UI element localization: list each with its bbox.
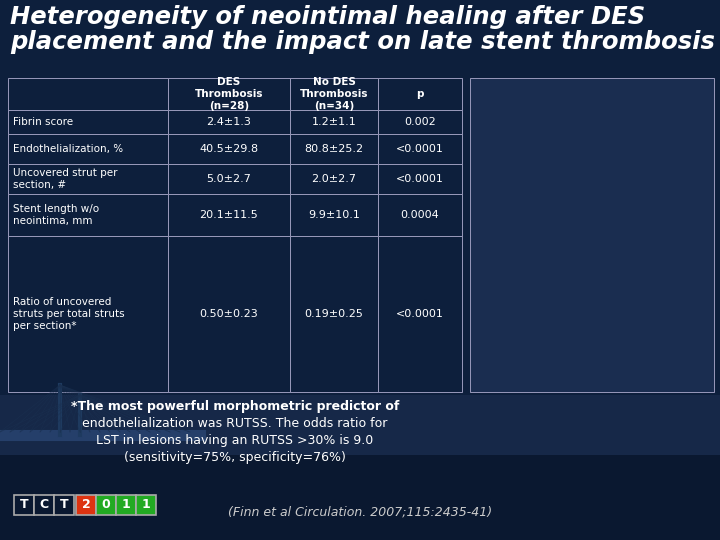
Text: 1: 1	[142, 498, 150, 511]
Bar	[8, 236, 168, 392]
Bar	[8, 110, 168, 134]
Bar	[0, 395, 720, 455]
Bar	[290, 164, 378, 194]
Bar	[290, 134, 378, 164]
Bar	[168, 194, 290, 236]
FancyBboxPatch shape	[96, 495, 116, 515]
Bar	[378, 110, 462, 134]
Text: 20.1±11.5: 20.1±11.5	[199, 210, 258, 220]
Text: 0.0004: 0.0004	[400, 210, 439, 220]
Text: 1: 1	[122, 498, 130, 511]
FancyBboxPatch shape	[54, 495, 74, 515]
Bar	[378, 78, 462, 110]
Text: 40.5±29.8: 40.5±29.8	[199, 144, 258, 154]
Text: Ratio of uncovered
struts per total struts
per section*: Ratio of uncovered struts per total stru…	[13, 298, 125, 330]
Text: (sensitivity=75%, specificity=76%): (sensitivity=75%, specificity=76%)	[124, 451, 346, 464]
FancyBboxPatch shape	[76, 495, 96, 515]
Text: Endothelialization, %: Endothelialization, %	[13, 144, 123, 154]
Text: No DES
Thrombosis
(n=34): No DES Thrombosis (n=34)	[300, 77, 368, 111]
Text: <0.0001: <0.0001	[396, 309, 444, 319]
Bar	[8, 78, 168, 110]
Text: 0.002: 0.002	[404, 117, 436, 127]
Text: Heterogeneity of neointimal healing after DES: Heterogeneity of neointimal healing afte…	[10, 5, 645, 29]
Text: C: C	[40, 498, 48, 511]
Text: *The most powerful morphometric predictor of: *The most powerful morphometric predicto…	[71, 400, 399, 413]
Bar	[0, 455, 720, 540]
Text: p: p	[416, 89, 424, 99]
Text: 5.0±2.7: 5.0±2.7	[207, 174, 251, 184]
Text: 9.9±10.1: 9.9±10.1	[308, 210, 360, 220]
Bar	[168, 164, 290, 194]
Bar	[378, 236, 462, 392]
FancyBboxPatch shape	[14, 495, 34, 515]
Text: 2.4±1.3: 2.4±1.3	[207, 117, 251, 127]
Text: (Finn et al Circulation. 2007;115:2435-41): (Finn et al Circulation. 2007;115:2435-4…	[228, 505, 492, 518]
Bar	[8, 164, 168, 194]
Text: endothelialization was RUTSS. The odds ratio for: endothelialization was RUTSS. The odds r…	[82, 417, 387, 430]
Bar	[8, 194, 168, 236]
Text: 1.2±1.1: 1.2±1.1	[312, 117, 356, 127]
Text: 2: 2	[81, 498, 91, 511]
Bar	[378, 194, 462, 236]
Bar	[290, 78, 378, 110]
FancyBboxPatch shape	[136, 495, 156, 515]
Text: <0.0001: <0.0001	[396, 174, 444, 184]
Bar	[168, 134, 290, 164]
Bar	[168, 78, 290, 110]
Bar	[290, 110, 378, 134]
Text: 0.50±0.23: 0.50±0.23	[199, 309, 258, 319]
Text: Stent length w/o
neointima, mm: Stent length w/o neointima, mm	[13, 204, 99, 226]
Text: DES
Thrombosis
(n=28): DES Thrombosis (n=28)	[194, 77, 264, 111]
Bar	[168, 110, 290, 134]
Bar	[290, 194, 378, 236]
Bar	[8, 134, 168, 164]
Bar	[168, 236, 290, 392]
Bar	[378, 134, 462, 164]
Text: 0.19±0.25: 0.19±0.25	[305, 309, 364, 319]
Text: Fibrin score: Fibrin score	[13, 117, 73, 127]
Bar	[378, 164, 462, 194]
Text: 2.0±2.7: 2.0±2.7	[312, 174, 356, 184]
Text: Uncovered strut per
section, #: Uncovered strut per section, #	[13, 168, 117, 190]
FancyBboxPatch shape	[34, 495, 54, 515]
Bar	[470, 78, 714, 392]
Bar	[290, 236, 378, 392]
Text: T: T	[19, 498, 28, 511]
Text: 0: 0	[102, 498, 110, 511]
Text: <0.0001: <0.0001	[396, 144, 444, 154]
FancyBboxPatch shape	[116, 495, 136, 515]
Text: placement and the impact on late stent thrombosis: placement and the impact on late stent t…	[10, 30, 715, 54]
Text: T: T	[60, 498, 68, 511]
Text: 80.8±25.2: 80.8±25.2	[305, 144, 364, 154]
Text: LST in lesions having an RUTSS >30% is 9.0: LST in lesions having an RUTSS >30% is 9…	[96, 434, 374, 447]
